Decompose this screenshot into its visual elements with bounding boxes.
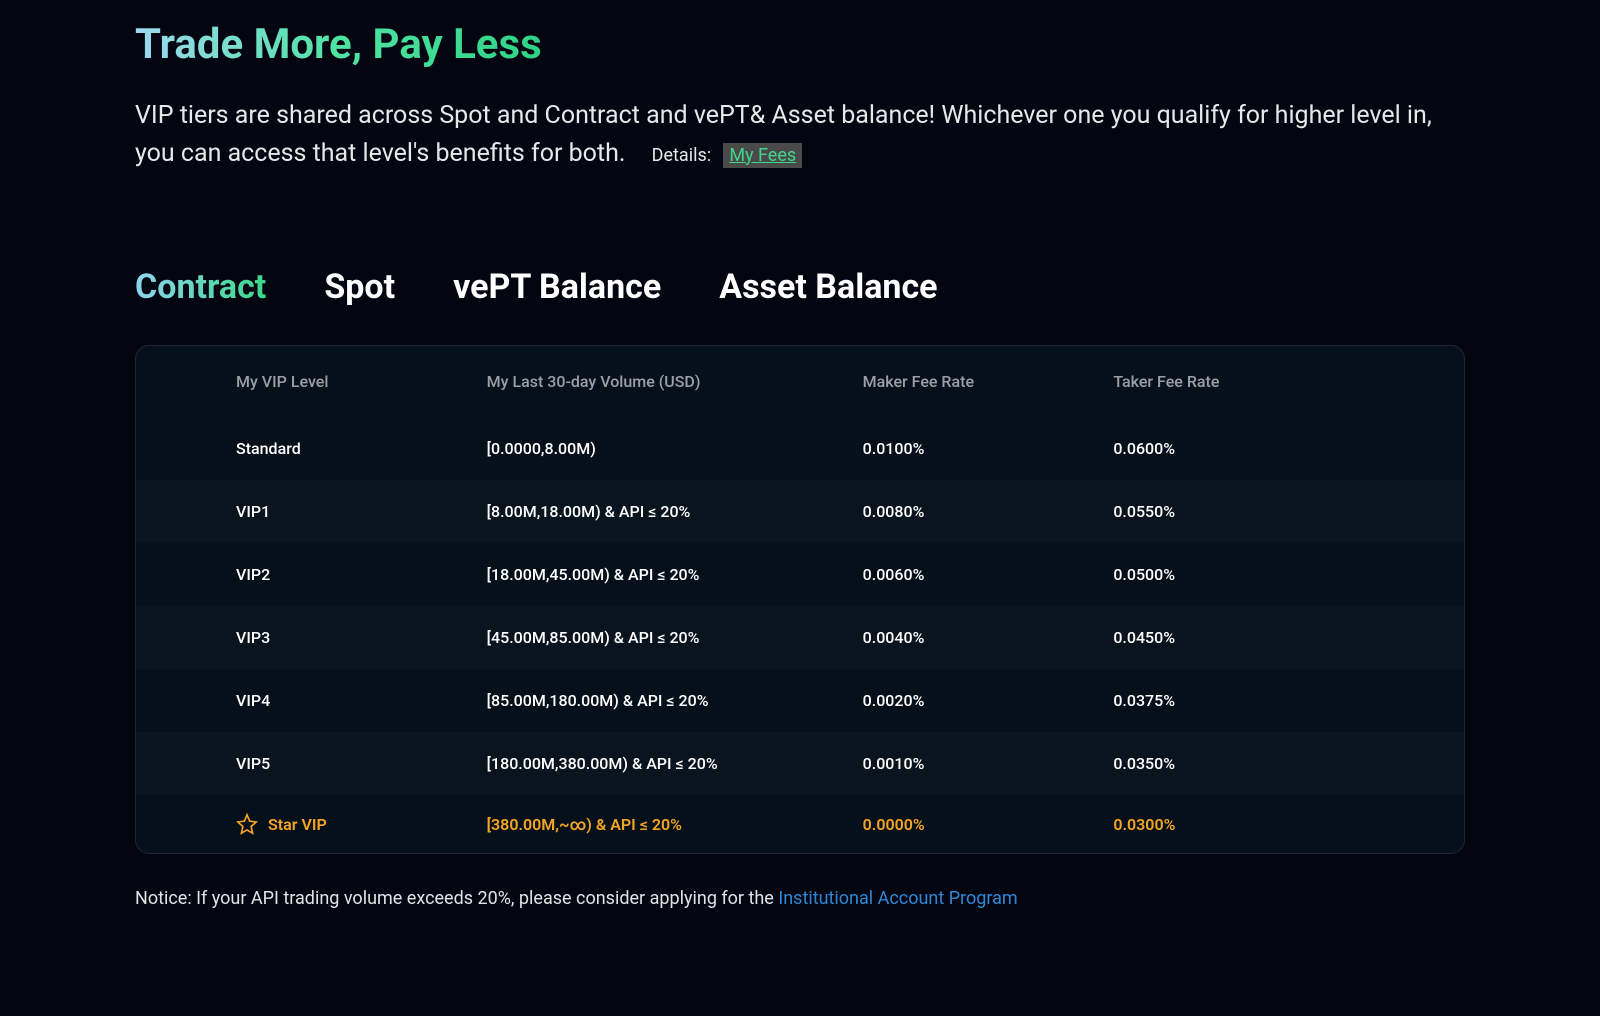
- level-label: VIP3: [236, 628, 270, 647]
- tabs-bar: Contract Spot vePT Balance Asset Balance: [135, 267, 1465, 307]
- notice-prefix: Notice: If your API trading volume excee…: [135, 888, 778, 909]
- cell-volume: [380.00M,~∞) & API ≤ 20%: [487, 815, 863, 834]
- cell-volume: [0.0000,8.00M): [487, 439, 863, 458]
- table-row: VIP4 [85.00M,180.00M) & API ≤ 20%0.0020%0…: [136, 669, 1464, 732]
- cell-taker: 0.0600%: [1113, 439, 1364, 458]
- level-label: VIP1: [236, 502, 270, 521]
- cell-level: VIP4: [236, 691, 487, 710]
- table-row: VIP2 [18.00M,45.00M) & API ≤ 20%0.0060%0.…: [136, 543, 1464, 606]
- cell-taker: 0.0300%: [1113, 815, 1364, 834]
- cell-maker: 0.0010%: [863, 754, 1114, 773]
- page-container: Trade More, Pay Less VIP tiers are share…: [115, 20, 1485, 909]
- col-header-volume: My Last 30-day Volume (USD): [487, 372, 863, 391]
- level-label: VIP5: [236, 754, 270, 773]
- fee-table: My VIP Level My Last 30-day Volume (USD)…: [135, 345, 1465, 854]
- my-fees-link[interactable]: My Fees: [723, 143, 802, 168]
- table-row: VIP1 [8.00M,18.00M) & API ≤ 20%0.0080%0.0…: [136, 480, 1464, 543]
- tab-contract[interactable]: Contract: [135, 267, 266, 307]
- cell-taker: 0.0350%: [1113, 754, 1364, 773]
- col-header-taker: Taker Fee Rate: [1113, 372, 1364, 391]
- cell-level: VIP1: [236, 502, 487, 521]
- table-body: Standard [0.0000,8.00M)0.0100%0.0600% VIP1…: [136, 417, 1464, 853]
- cell-level: VIP3: [236, 628, 487, 647]
- cell-maker: 0.0000%: [863, 815, 1114, 834]
- level-label: VIP2: [236, 565, 270, 584]
- cell-volume: [45.00M,85.00M) & API ≤ 20%: [487, 628, 863, 647]
- cell-taker: 0.0375%: [1113, 691, 1364, 710]
- cell-volume: [180.00M,380.00M) & API ≤ 20%: [487, 754, 863, 773]
- cell-volume: [85.00M,180.00M) & API ≤ 20%: [487, 691, 863, 710]
- tab-vept-balance[interactable]: vePT Balance: [453, 267, 661, 307]
- table-row: Star VIP [380.00M,~∞) & API ≤ 20%0.0000%0…: [136, 795, 1464, 853]
- level-label: Star VIP: [268, 815, 327, 834]
- level-label: Standard: [236, 439, 301, 458]
- cell-maker: 0.0100%: [863, 439, 1114, 458]
- table-row: VIP3 [45.00M,85.00M) & API ≤ 20%0.0040%0.…: [136, 606, 1464, 669]
- details-label: Details:: [652, 145, 711, 166]
- star-icon: [236, 813, 258, 835]
- institutional-link[interactable]: Institutional Account Program: [778, 888, 1017, 909]
- cell-taker: 0.0500%: [1113, 565, 1364, 584]
- tab-spot[interactable]: Spot: [324, 267, 395, 307]
- cell-volume: [8.00M,18.00M) & API ≤ 20%: [487, 502, 863, 521]
- cell-maker: 0.0040%: [863, 628, 1114, 647]
- level-label: VIP4: [236, 691, 270, 710]
- col-header-maker: Maker Fee Rate: [863, 372, 1114, 391]
- cell-taker: 0.0550%: [1113, 502, 1364, 521]
- cell-level: Standard: [236, 439, 487, 458]
- cell-level: VIP2: [236, 565, 487, 584]
- notice-text: Notice: If your API trading volume excee…: [135, 888, 1465, 909]
- page-title: Trade More, Pay Less: [135, 20, 542, 69]
- tab-asset-balance[interactable]: Asset Balance: [719, 267, 937, 307]
- cell-volume: [18.00M,45.00M) & API ≤ 20%: [487, 565, 863, 584]
- table-row: VIP5 [180.00M,380.00M) & API ≤ 20%0.0010%…: [136, 732, 1464, 795]
- page-subtitle: VIP tiers are shared across Spot and Con…: [135, 97, 1465, 172]
- cell-level: Star VIP: [236, 813, 487, 835]
- table-header-row: My VIP Level My Last 30-day Volume (USD)…: [136, 346, 1464, 417]
- col-header-level: My VIP Level: [236, 372, 487, 391]
- cell-maker: 0.0020%: [863, 691, 1114, 710]
- table-row: Standard [0.0000,8.00M)0.0100%0.0600%: [136, 417, 1464, 480]
- cell-taker: 0.0450%: [1113, 628, 1364, 647]
- cell-level: VIP5: [236, 754, 487, 773]
- cell-maker: 0.0060%: [863, 565, 1114, 584]
- cell-maker: 0.0080%: [863, 502, 1114, 521]
